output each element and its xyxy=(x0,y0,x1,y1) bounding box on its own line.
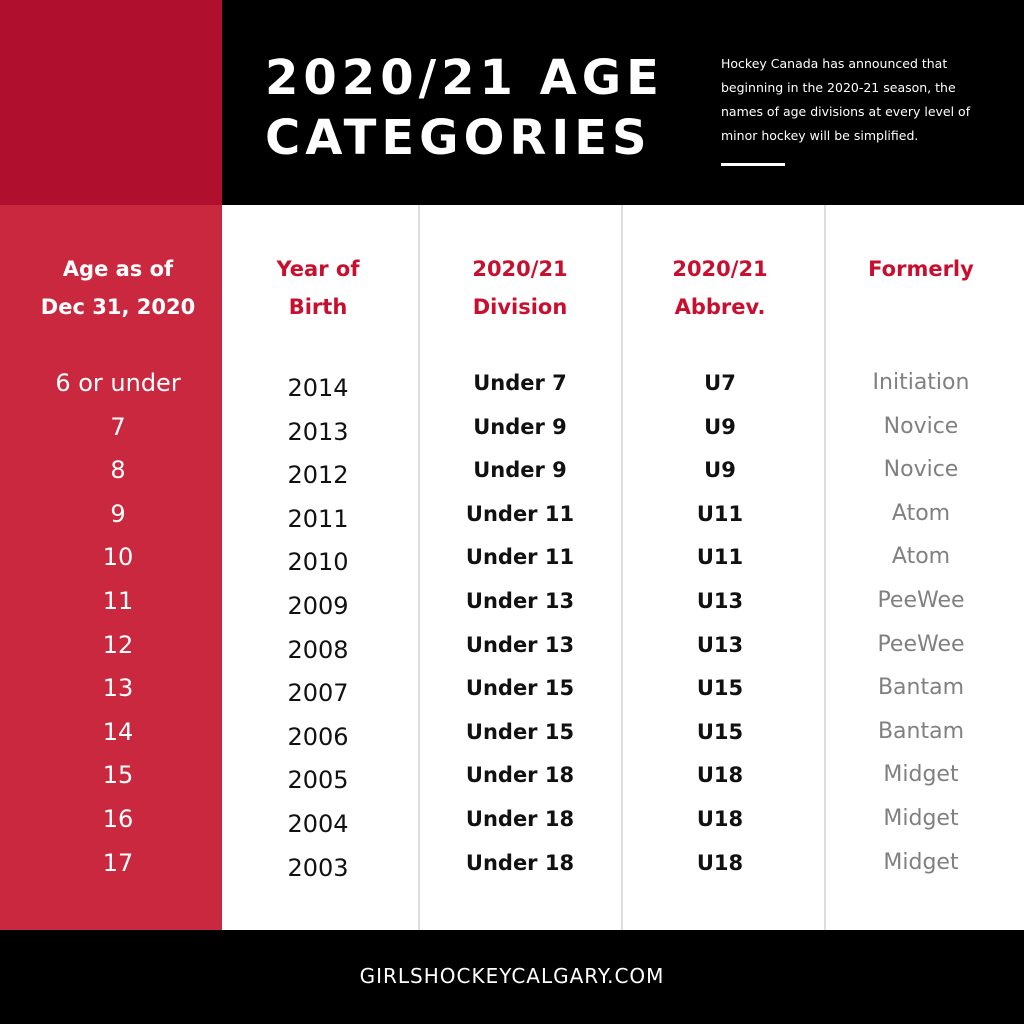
cell: 2011 xyxy=(287,504,349,533)
cell: U18 xyxy=(696,763,744,788)
cell: Midget xyxy=(883,806,959,831)
cell: Atom xyxy=(891,500,951,526)
column-header: Formerly xyxy=(868,257,974,281)
cell: 2013 xyxy=(287,417,349,446)
footer-text: GIRLSHOCKEYCALGARY.COM xyxy=(359,964,665,988)
cell: 2006 xyxy=(287,722,349,751)
cell: Bantam xyxy=(877,718,965,744)
cell: U18 xyxy=(696,807,744,831)
cell: U9 xyxy=(704,458,736,483)
cell: Bantam xyxy=(877,675,965,701)
cell: Novice xyxy=(883,413,959,439)
cell: Under 15 xyxy=(465,676,575,701)
cell: Under 18 xyxy=(465,763,575,788)
underline xyxy=(721,163,785,166)
cell: 16 xyxy=(102,805,134,833)
cell: 6 or under xyxy=(55,369,181,397)
cell: U15 xyxy=(696,719,744,744)
footer-band xyxy=(0,930,1024,1024)
column-header: Abbrev. xyxy=(674,295,766,319)
column-header: Division xyxy=(472,295,568,319)
cell: 13 xyxy=(102,674,134,703)
column-header: Birth xyxy=(288,295,348,319)
cell: U9 xyxy=(704,414,736,439)
cell: 15 xyxy=(102,761,134,790)
cell: Midget xyxy=(883,762,959,788)
cell: 2008 xyxy=(287,635,349,664)
cell: Under 13 xyxy=(465,632,575,657)
cell: 9 xyxy=(110,499,126,528)
cell: PeeWee xyxy=(877,631,965,657)
cell: U11 xyxy=(696,545,744,570)
cell: 2004 xyxy=(287,810,349,838)
cell: Under 11 xyxy=(465,501,575,526)
cell: U13 xyxy=(696,632,744,657)
cell: Atom xyxy=(891,544,951,570)
cell: U18 xyxy=(696,850,744,875)
title-line: 2020/21 AGE xyxy=(265,50,664,106)
cell: 2007 xyxy=(287,679,349,708)
cell: 8 xyxy=(110,456,126,485)
cell: Under 11 xyxy=(465,545,575,570)
cell: 14 xyxy=(102,717,134,746)
cell: 17 xyxy=(102,848,134,877)
cell: Initiation xyxy=(872,370,970,395)
cell: 10 xyxy=(102,543,134,572)
divider xyxy=(824,205,826,930)
cell: Novice xyxy=(883,457,959,483)
cell: Under 15 xyxy=(465,719,575,744)
age-column-bg xyxy=(0,205,222,930)
divider xyxy=(621,205,623,930)
column-header: Age as of xyxy=(62,257,174,281)
cell: Under 7 xyxy=(473,371,567,395)
cell: 11 xyxy=(102,587,134,615)
description: Hockey Canada has announced that beginni… xyxy=(721,56,971,143)
cell: 2009 xyxy=(287,592,349,620)
cell: Under 18 xyxy=(465,807,575,831)
divider xyxy=(418,205,420,930)
header-band xyxy=(222,0,1024,205)
column-header: 2020/21 xyxy=(672,257,768,281)
cell: U11 xyxy=(696,501,744,526)
cell: Under 13 xyxy=(465,589,575,613)
cell: PeeWee xyxy=(877,588,965,613)
title: 2020/21 AGE CATEGORIES xyxy=(265,48,664,168)
cell: Under 9 xyxy=(473,458,567,483)
cell: Under 9 xyxy=(473,414,567,439)
column-header: 2020/21 xyxy=(472,257,568,281)
cell: U15 xyxy=(696,676,744,701)
header-accent xyxy=(0,0,222,205)
cell: 2010 xyxy=(287,548,349,577)
cell: 2014 xyxy=(287,374,349,402)
cell: U13 xyxy=(696,589,744,613)
column-header: Dec 31, 2020 xyxy=(40,295,196,319)
column-header: Year of xyxy=(276,257,360,281)
cell: 2012 xyxy=(287,461,349,490)
cell: 2003 xyxy=(287,853,349,882)
cell: 2005 xyxy=(287,766,349,795)
cell: Under 18 xyxy=(465,850,575,875)
cell: U7 xyxy=(704,371,736,395)
cell: 7 xyxy=(110,412,126,441)
cell: 12 xyxy=(102,630,134,659)
title-line: CATEGORIES xyxy=(265,110,652,166)
cell: Midget xyxy=(883,849,959,875)
